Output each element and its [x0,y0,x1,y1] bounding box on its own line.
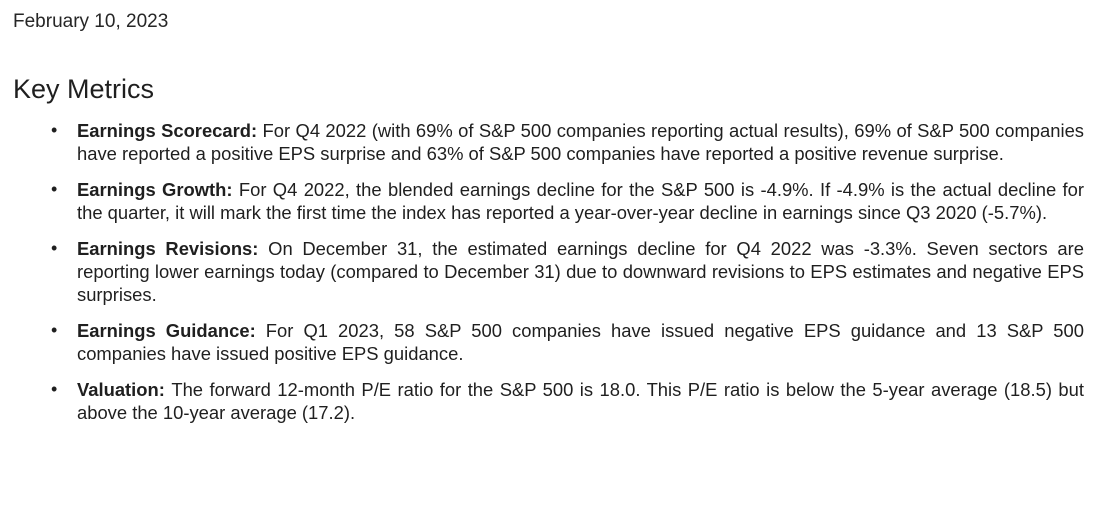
bullet-icon: • [51,320,58,340]
document-date: February 10, 2023 [13,11,169,32]
bullet-text: The forward 12-month P/E ratio for the S… [77,379,1084,423]
bullet-text: For Q1 2023, 58 S&P 500 companies have i… [77,320,1084,364]
bullet-icon: • [51,238,58,258]
bullet-label: Earnings Growth: [77,179,239,200]
bullet-label: Earnings Scorecard: [77,120,263,141]
bullet-label: Earnings Guidance: [77,320,266,341]
key-metrics-list: • Earnings Scorecard: For Q4 2022 (with … [0,119,1084,437]
bullet-text: For Q4 2022, the blended earnings declin… [77,179,1084,223]
list-item-valuation: • Valuation: The forward 12-month P/E ra… [0,378,1084,424]
bullet-label: Earnings Revisions: [77,238,269,259]
bullet-icon: • [51,379,58,399]
list-item-earnings-revisions: • Earnings Revisions: On December 31, th… [0,237,1084,306]
list-item-earnings-guidance: • Earnings Guidance: For Q1 2023, 58 S&P… [0,319,1084,365]
bullet-text: For Q4 2022 (with 69% of S&P 500 compani… [77,120,1085,164]
section-heading: Key Metrics [13,74,155,104]
bullet-icon: • [51,179,58,199]
list-item-earnings-scorecard: • Earnings Scorecard: For Q4 2022 (with … [0,119,1084,165]
bullet-text: On December 31, the estimated earnings d… [77,238,1084,305]
list-item-earnings-growth: • Earnings Growth: For Q4 2022, the blen… [0,178,1084,224]
bullet-label: Valuation: [77,379,172,400]
bullet-icon: • [51,120,58,140]
